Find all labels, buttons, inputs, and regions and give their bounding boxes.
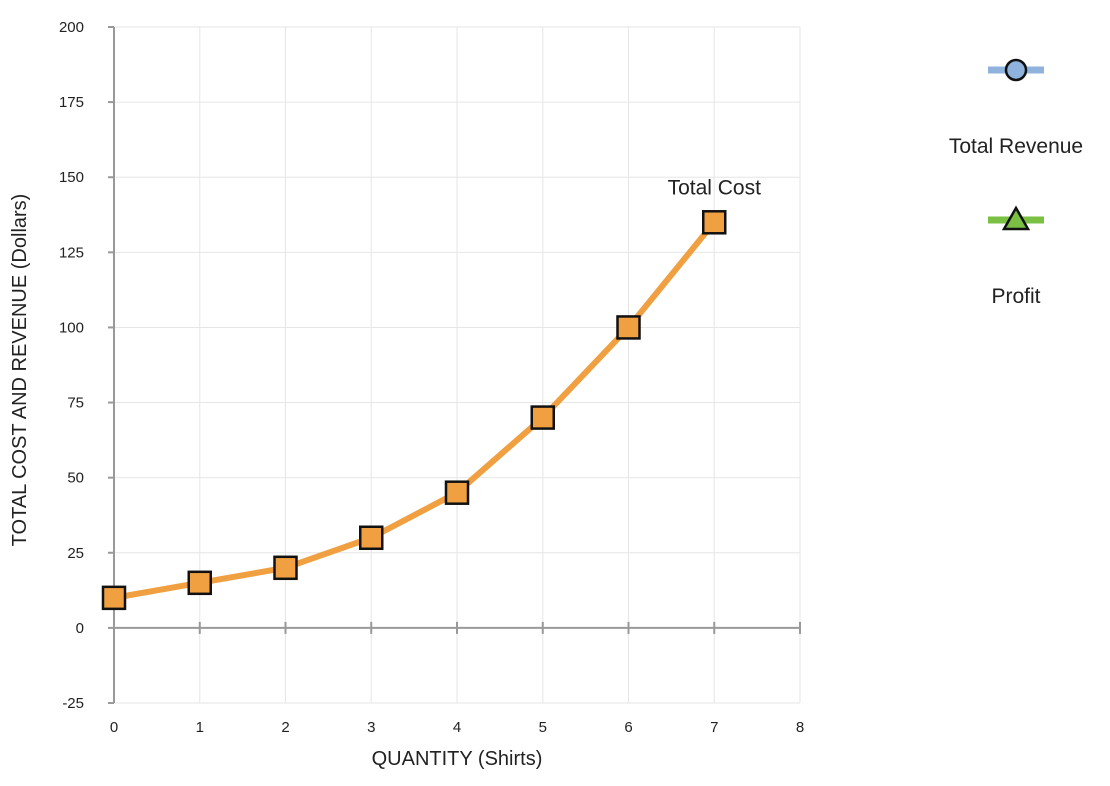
total-cost-point[interactable] — [616, 315, 641, 340]
total-cost-point[interactable] — [444, 480, 470, 505]
y-tick-label: 125 — [59, 244, 84, 261]
y-tick-label: 0 — [76, 620, 84, 637]
y-tick-label: 175 — [59, 94, 84, 111]
legend[interactable]: Total Revenue Profit — [949, 58, 1083, 308]
x-tick-label: 2 — [281, 719, 289, 736]
axes — [108, 26, 801, 704]
x-tick-label: 8 — [796, 719, 804, 736]
legend-triangle-marker — [1001, 205, 1031, 231]
y-tick-label: -25 — [62, 695, 84, 712]
legend-item-profit[interactable]: Profit — [988, 205, 1044, 308]
legend-label: Profit — [991, 285, 1040, 308]
y-tick-label: 75 — [67, 395, 84, 412]
total-cost-point[interactable] — [702, 210, 727, 235]
y-tick-label: 25 — [67, 545, 84, 562]
x-tick-label: 0 — [110, 719, 118, 736]
y-tick-label: 200 — [59, 19, 84, 36]
y-tick-label: 150 — [59, 169, 84, 186]
x-tick-label: 1 — [196, 719, 204, 736]
y-tick-label: 50 — [67, 470, 84, 487]
gridlines — [114, 26, 801, 704]
legend-circle-marker — [1004, 58, 1028, 82]
x-tick-label: 6 — [624, 719, 632, 736]
total-cost-point[interactable] — [187, 570, 212, 596]
series: Total Cost — [101, 176, 762, 611]
total-cost-line — [111, 219, 718, 601]
total-cost-point[interactable] — [101, 585, 127, 611]
x-tick-label: 7 — [710, 719, 718, 736]
x-tick-label: 4 — [453, 719, 461, 736]
y-tick-label: 100 — [59, 319, 84, 336]
total-cost-point[interactable] — [530, 405, 555, 430]
legend-item-total-revenue[interactable]: Total Revenue — [949, 58, 1083, 158]
x-axis-title: QUANTITY (Shirts) — [372, 748, 543, 770]
total-cost-point[interactable] — [273, 555, 298, 581]
tick-labels: 0 1 2 3 4 5 6 7 8 200 175 150 125 100 75 50 25 0 -25 — [59, 19, 804, 736]
x-tick-label: 3 — [367, 719, 375, 736]
legend-label: Total Revenue — [949, 135, 1083, 158]
x-tick-label: 5 — [539, 719, 547, 736]
total-cost-label: Total Cost — [668, 176, 762, 199]
y-axis-title: TOTAL COST AND REVENUE (Dollars) — [9, 194, 31, 547]
total-cost-point[interactable] — [359, 525, 384, 551]
